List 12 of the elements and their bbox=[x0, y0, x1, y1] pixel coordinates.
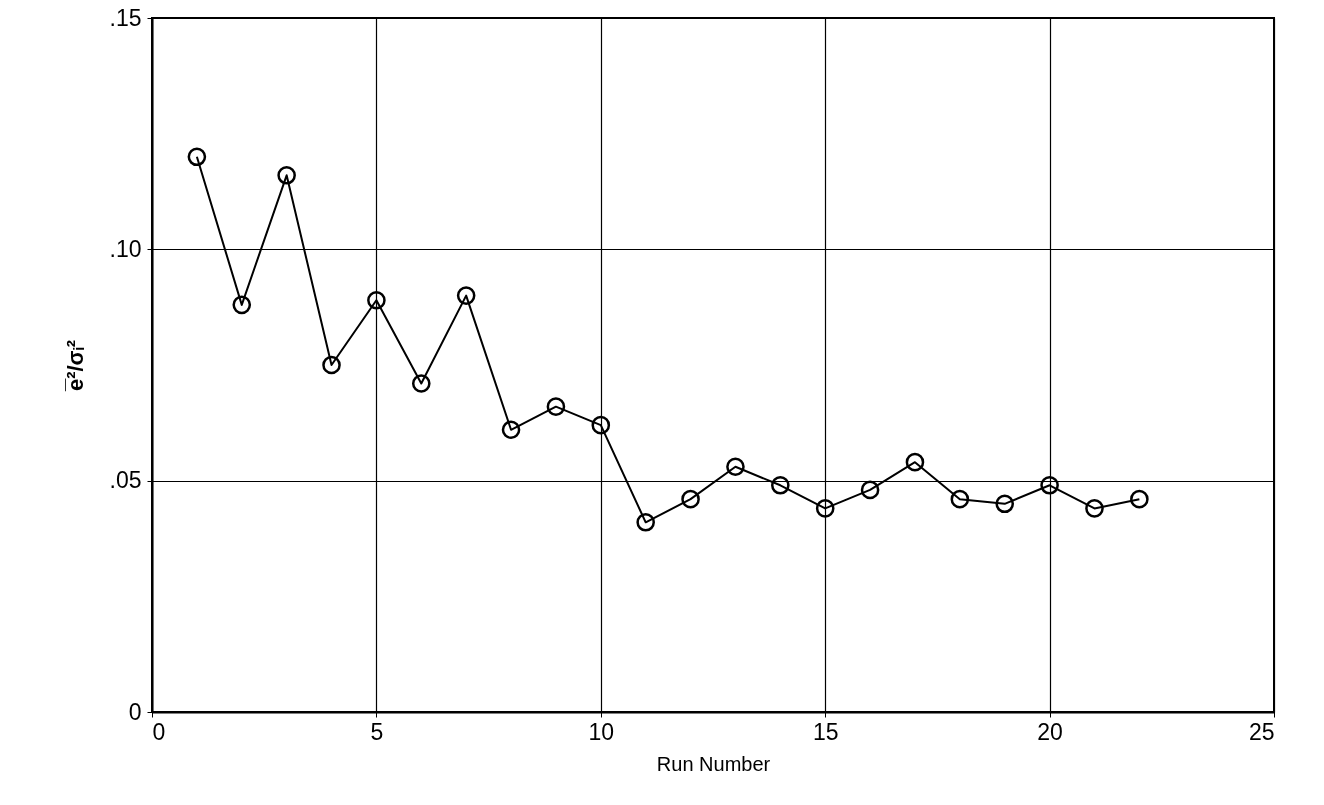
x-tick-label: 0 bbox=[152, 718, 166, 745]
x-axis-title: Run Number bbox=[656, 752, 771, 775]
x-tick-label: 15 bbox=[812, 718, 839, 745]
y-tick-label: .10 bbox=[109, 235, 142, 262]
x-tick-label: 10 bbox=[588, 718, 615, 745]
x-tick-label: 25 bbox=[1248, 718, 1275, 745]
x-tick-label: 5 bbox=[370, 718, 384, 745]
x-tick-label: 20 bbox=[1037, 718, 1063, 745]
y-tick-label: .05 bbox=[109, 467, 142, 494]
y-tick-label: .15 bbox=[109, 4, 142, 31]
y-axis-title: e̅²/σᵢ² bbox=[62, 339, 88, 392]
y-tick-label: 0 bbox=[128, 698, 142, 725]
